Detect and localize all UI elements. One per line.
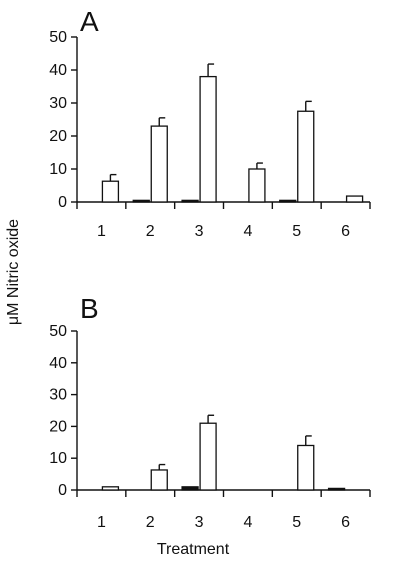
x-axis-title: Treatment bbox=[157, 541, 230, 558]
bar-a-open-3 bbox=[199, 75, 217, 203]
bar-b-open-1 bbox=[101, 486, 120, 491]
x-tick-label-b-3: 3 bbox=[195, 514, 204, 531]
y-tick-label-b-0: 0 bbox=[58, 482, 67, 499]
x-tick-label-b-1: 1 bbox=[97, 514, 106, 531]
y-tick-label-b-50: 50 bbox=[49, 323, 67, 340]
bar-a-dark-5 bbox=[279, 199, 297, 203]
bar-a-dark-2 bbox=[132, 199, 150, 203]
x-tick-label-a-6: 6 bbox=[341, 223, 350, 240]
x-tick-label-b-5: 5 bbox=[292, 514, 301, 531]
x-tick-label-a-4: 4 bbox=[243, 223, 252, 240]
bar-b-open-3 bbox=[199, 422, 217, 491]
bar-a-open-1 bbox=[101, 180, 120, 203]
y-tick-label-a-40: 40 bbox=[49, 62, 67, 79]
bar-b-dark-3 bbox=[181, 486, 199, 491]
panel-label-b: B bbox=[80, 293, 99, 324]
panel-label-a: A bbox=[80, 6, 99, 37]
x-tick-label-b-2: 2 bbox=[146, 514, 155, 531]
y-tick-label-a-0: 0 bbox=[58, 194, 67, 211]
y-tick-label-b-40: 40 bbox=[49, 355, 67, 372]
y-tick-label-b-30: 30 bbox=[49, 387, 67, 404]
y-tick-label-a-10: 10 bbox=[49, 161, 67, 178]
y-tick-label-a-50: 50 bbox=[49, 29, 67, 46]
x-tick-label-b-6: 6 bbox=[341, 514, 350, 531]
bar-b-open-5 bbox=[297, 444, 315, 491]
bar-a-open-6 bbox=[345, 195, 364, 203]
x-tick-label-a-2: 2 bbox=[146, 223, 155, 240]
bar-a-open-5 bbox=[297, 110, 315, 203]
y-tick-label-b-20: 20 bbox=[49, 418, 67, 435]
x-tick-label-b-4: 4 bbox=[243, 514, 252, 531]
x-tick-label-a-3: 3 bbox=[195, 223, 204, 240]
bar-b-dark-6 bbox=[327, 487, 346, 491]
x-tick-label-a-1: 1 bbox=[97, 223, 106, 240]
y-axis-title: μM Nitric oxide bbox=[5, 219, 22, 325]
bar-a-open-2 bbox=[150, 125, 168, 203]
bar-a-dark-3 bbox=[181, 199, 199, 203]
x-tick-label-a-5: 5 bbox=[292, 223, 301, 240]
bar-a-open-4 bbox=[248, 168, 266, 203]
y-tick-label-a-20: 20 bbox=[49, 128, 67, 145]
y-tick-label-a-30: 30 bbox=[49, 95, 67, 112]
bar-b-open-2 bbox=[150, 469, 168, 491]
y-tick-label-b-10: 10 bbox=[49, 450, 67, 467]
